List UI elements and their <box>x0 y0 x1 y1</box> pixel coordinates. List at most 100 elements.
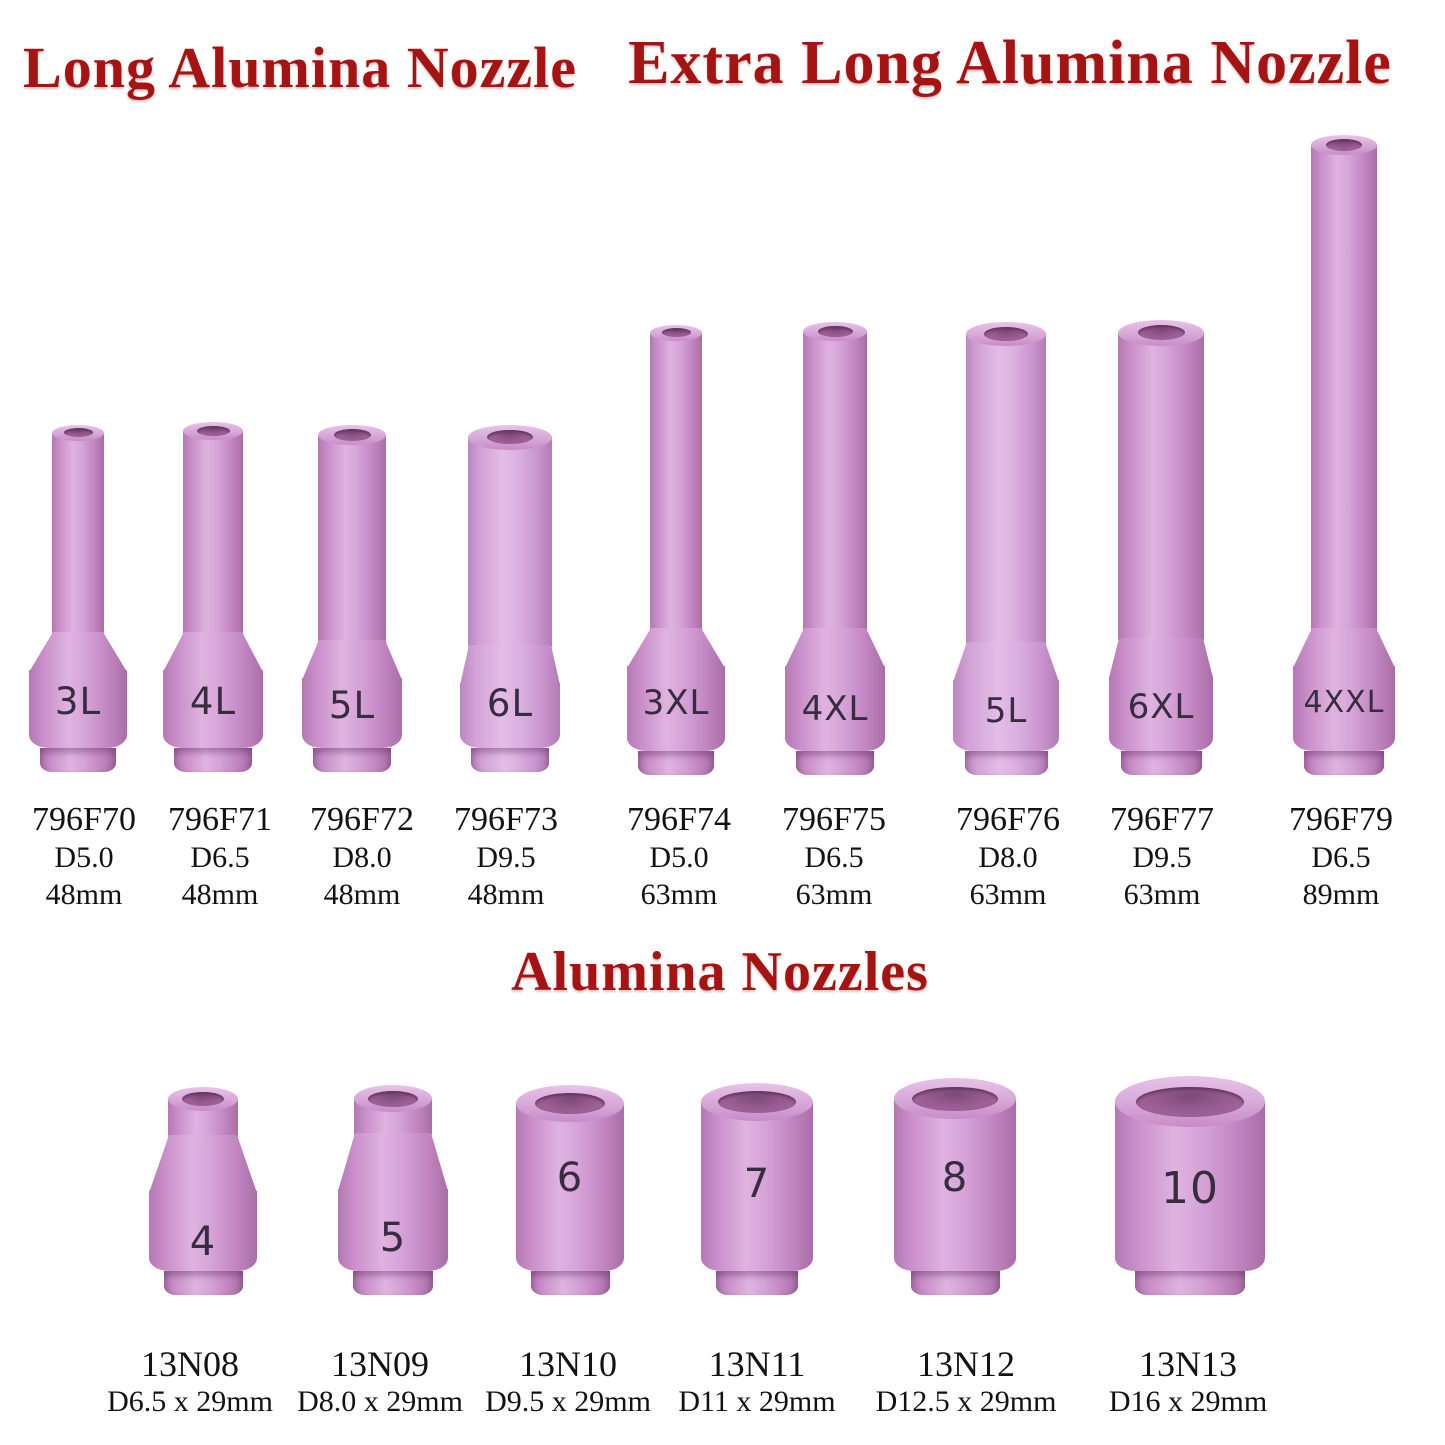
nozzle-body <box>29 670 127 748</box>
nozzle-body <box>460 683 560 748</box>
spec-size: D8.0 x 29mm <box>297 1385 463 1418</box>
nozzle-neck <box>803 331 867 630</box>
spec-length: 48mm <box>45 878 123 911</box>
spec-length: 63mm <box>1123 878 1201 911</box>
nozzle-bore <box>817 326 853 337</box>
nozzle-796f71: 4L <box>163 422 263 772</box>
nozzle-base-ring <box>471 748 549 772</box>
spec-diameter: D8.0 <box>978 841 1038 874</box>
spec-diameter: D6.5 <box>804 841 864 874</box>
nozzle-shoulder <box>460 645 560 685</box>
spec-length: 63mm <box>969 878 1047 911</box>
nozzle-marking: 6XL <box>1127 687 1195 727</box>
spec-label-796f70: 796F70 D5.0 48mm <box>0 800 214 913</box>
nozzle-body <box>1293 666 1395 751</box>
nozzle-body <box>302 678 402 748</box>
nozzle-13n12: 8 <box>894 1078 1016 1295</box>
nozzle-marking: 10 <box>1161 1163 1219 1214</box>
nozzle-marking: 4L <box>189 680 237 723</box>
nozzle-base-ring <box>163 1271 243 1295</box>
nozzle-796f75: 4XL <box>785 322 885 775</box>
nozzle-bore <box>535 1093 605 1114</box>
nozzle-base-ring <box>313 748 391 772</box>
spec-label-796f71: 796F71 D6.5 48mm <box>90 800 350 913</box>
section-title-extra-long-alumina-nozzle: Extra Long Alumina Nozzle <box>628 29 1392 97</box>
nozzle-shoulder <box>1293 628 1395 668</box>
nozzle-marking: 4XXL <box>1303 685 1385 720</box>
nozzle-base-ring <box>1304 751 1384 775</box>
nozzle-marking: 7 <box>743 1161 771 1207</box>
nozzle-bore <box>196 426 230 436</box>
nozzle-body <box>149 1191 257 1271</box>
spec-part-number: 796F76 <box>956 801 1060 838</box>
spec-part-number: 796F79 <box>1289 801 1393 838</box>
nozzle-shoulder <box>1109 638 1213 678</box>
nozzle-body <box>1109 676 1213 751</box>
nozzle-marking: 3L <box>54 680 102 723</box>
nozzle-body <box>516 1103 624 1271</box>
spec-part-number: 796F72 <box>310 801 414 838</box>
nozzle-marking: 6L <box>486 682 534 725</box>
spec-part-number: 13N12 <box>917 1344 1015 1384</box>
nozzle-marking: 5L <box>984 691 1028 731</box>
nozzle-bore <box>333 429 371 441</box>
nozzle-marking: 6 <box>556 1155 584 1201</box>
nozzle-base-ring <box>1135 1271 1245 1295</box>
spec-length: 63mm <box>640 878 718 911</box>
nozzle-base-ring <box>638 751 714 775</box>
nozzle-body <box>338 1189 448 1271</box>
spec-label-796f73: 796F73 D9.5 48mm <box>376 800 636 913</box>
spec-size: D16 x 29mm <box>1108 1385 1268 1418</box>
nozzle-796f72: 5L <box>302 425 402 772</box>
nozzle-shoulder <box>163 632 263 672</box>
nozzle-bore <box>63 428 93 437</box>
nozzle-marking: 4 <box>189 1219 217 1265</box>
spec-label-13n11: 13N11 D11 x 29mm <box>627 1344 887 1420</box>
nozzle-base-ring <box>1120 751 1202 775</box>
section-title-alumina-nozzles: Alumina Nozzles <box>511 941 929 1003</box>
nozzle-796f74: 3XL <box>627 325 725 775</box>
nozzle-base-ring <box>716 1271 798 1295</box>
nozzle-bore <box>661 328 691 337</box>
nozzle-base-ring <box>174 748 252 772</box>
nozzle-marking: 8 <box>941 1155 969 1201</box>
nozzle-bore <box>368 1091 418 1107</box>
spec-part-number: 13N11 <box>708 1344 806 1384</box>
spec-diameter: D6.5 <box>190 841 250 874</box>
spec-label-13n09: 13N09 D8.0 x 29mm <box>250 1344 510 1420</box>
spec-size: D12.5 x 29mm <box>875 1385 1057 1418</box>
spec-label-796f74: 796F74 D5.0 63mm <box>549 800 809 913</box>
nozzle-neck <box>1118 333 1204 640</box>
nozzle-base-ring <box>796 751 874 775</box>
nozzle-13n11: 7 <box>701 1083 813 1295</box>
nozzle-13n09: 5 <box>338 1085 448 1295</box>
nozzle-neck <box>468 437 552 647</box>
spec-part-number: 13N08 <box>141 1344 239 1384</box>
nozzle-bore <box>487 430 533 444</box>
nozzle-body <box>163 670 263 748</box>
nozzle-body <box>627 666 725 751</box>
nozzle-shoulder <box>338 1133 448 1191</box>
spec-length: 63mm <box>795 878 873 911</box>
spec-label-13n10: 13N10 D9.5 x 29mm <box>438 1344 698 1420</box>
spec-diameter: D9.5 <box>476 841 536 874</box>
nozzle-body <box>701 1102 813 1271</box>
nozzle-bore <box>1326 139 1362 151</box>
nozzle-body <box>894 1098 1016 1271</box>
nozzle-bore <box>912 1087 998 1111</box>
nozzle-796f79: 4XXL <box>1293 135 1395 775</box>
section-title-long-alumina-nozzle: Long Alumina Nozzle <box>23 35 577 100</box>
nozzle-neck <box>1311 145 1377 630</box>
spec-label-796f77: 796F77 D9.5 63mm <box>1032 800 1292 913</box>
nozzle-shoulder <box>29 632 127 672</box>
spec-part-number: 796F73 <box>454 801 558 838</box>
nozzle-base-ring <box>964 751 1048 775</box>
nozzle-shoulder <box>953 642 1059 682</box>
spec-length: 48mm <box>467 878 545 911</box>
nozzle-body <box>953 680 1059 751</box>
spec-label-796f76: 796F76 D8.0 63mm <box>878 800 1138 913</box>
nozzle-marking: 5L <box>328 684 376 727</box>
nozzle-13n10: 6 <box>516 1085 624 1295</box>
nozzle-shoulder <box>149 1135 257 1193</box>
spec-part-number: 13N09 <box>331 1344 429 1384</box>
